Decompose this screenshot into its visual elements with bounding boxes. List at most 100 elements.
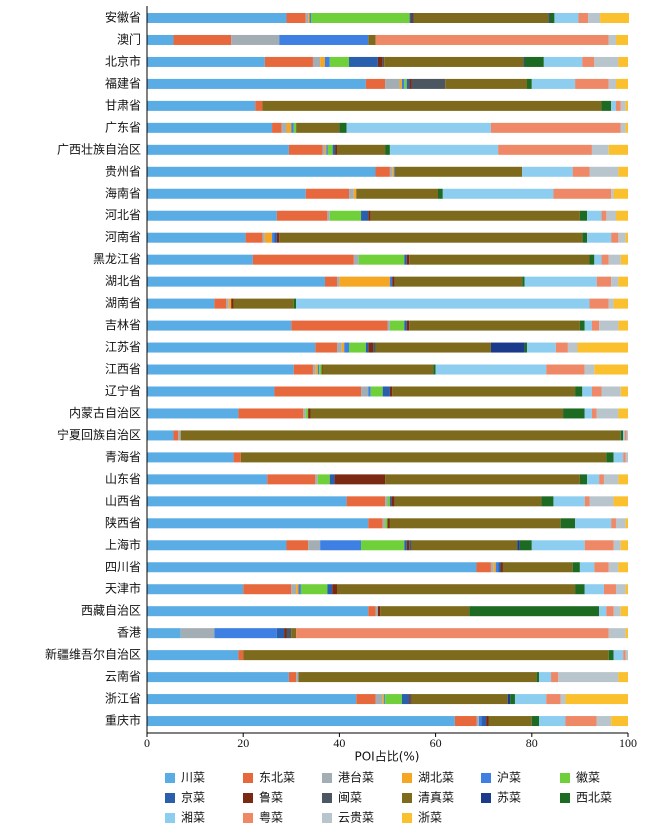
bar-segment: [312, 364, 316, 375]
bar-segment: [618, 320, 628, 331]
bar-segment: [560, 518, 576, 529]
bar-segment: [394, 166, 523, 177]
bar-segment: [625, 232, 628, 243]
bar-segment: [591, 320, 600, 331]
bar-segment: [526, 78, 532, 89]
bar-segment: [623, 650, 626, 661]
bar-segment: [147, 122, 273, 133]
bar-segment: [442, 188, 554, 199]
bar-segment: [147, 100, 256, 111]
y-tick-label: 广东省: [105, 120, 141, 134]
bar-segment: [596, 408, 619, 419]
bar-segment: [500, 562, 503, 573]
legend-swatch: [402, 793, 412, 803]
bar-segment: [279, 34, 369, 45]
bar-segment: [620, 540, 628, 551]
bar-segment: [368, 386, 371, 397]
bar-segment: [469, 606, 600, 617]
bar-segment: [623, 430, 625, 441]
bar-segment: [375, 606, 378, 617]
bar-segment: [387, 320, 390, 331]
bar-segment: [365, 342, 369, 353]
bar-segment: [298, 672, 537, 683]
bar-segment: [311, 13, 410, 23]
bar-segment: [264, 56, 313, 67]
x-tick-label: 60: [430, 736, 442, 750]
bar-segment: [300, 584, 328, 595]
bar-segment: [389, 496, 392, 507]
bar-segment: [584, 320, 592, 331]
bar-segment: [327, 144, 333, 155]
bar-segment: [385, 474, 580, 485]
bar-segment: [611, 716, 628, 727]
bar-segment: [531, 540, 585, 551]
bar-segment: [178, 430, 181, 441]
bar-segment: [409, 540, 412, 551]
bar-segment: [476, 716, 479, 727]
bar-segment: [392, 386, 576, 397]
bar-segment: [389, 518, 561, 529]
bar-segment: [310, 408, 564, 419]
bar-segment: [309, 13, 312, 23]
bar-segment: [317, 364, 320, 375]
bar-segment: [228, 298, 232, 309]
bar-segment: [613, 606, 621, 617]
y-tick-label: 安徽省: [105, 10, 141, 25]
bar-segment: [606, 452, 614, 463]
bar-segment: [618, 166, 628, 177]
bar-segment: [524, 276, 597, 287]
bar-segment: [572, 562, 580, 573]
bar-segment: [608, 628, 626, 639]
bar-segment: [147, 13, 287, 23]
bar-segment: [591, 408, 597, 419]
bar-segment: [291, 320, 388, 331]
bar-segment: [147, 496, 347, 507]
bar-segment: [578, 13, 589, 23]
bar-segment: [147, 540, 287, 551]
bar-segment: [267, 474, 316, 485]
y-tick-label: 陕西省: [105, 515, 141, 530]
bar-segment: [613, 496, 628, 507]
bar-segment: [551, 672, 559, 683]
bar-segment: [625, 628, 628, 639]
bar-segment: [286, 122, 292, 133]
bar-segment: [288, 144, 323, 155]
bar-segment: [392, 276, 395, 287]
bar-segment: [507, 694, 511, 705]
legend-label: 京菜: [181, 791, 205, 805]
bar-segment: [147, 408, 239, 419]
bar-segment: [296, 672, 299, 683]
legend-label: 粤菜: [259, 810, 283, 825]
bar-segment: [615, 78, 628, 89]
bar-segment: [382, 386, 390, 397]
bar-segment: [603, 584, 616, 595]
bar-segment: [327, 584, 333, 595]
bar-segment: [541, 496, 554, 507]
legend-swatch: [322, 793, 332, 803]
bar-segment: [147, 518, 369, 529]
bar-segment: [553, 188, 612, 199]
bar-segment: [214, 298, 227, 309]
bar-segment: [317, 474, 330, 485]
bar-segment: [252, 254, 354, 265]
bar-segment: [623, 452, 626, 463]
bar-segment: [291, 122, 294, 133]
bar-segment: [286, 13, 306, 23]
bar-segment: [326, 144, 328, 155]
bar-segment: [339, 122, 347, 133]
bar-segment: [445, 78, 527, 89]
bar-segment: [214, 628, 277, 639]
bar-segment: [611, 276, 619, 287]
bar-segment: [524, 342, 527, 353]
legend-label: 云贵菜: [338, 811, 374, 825]
y-tick-label: 贵州省: [105, 164, 141, 178]
bar-segment: [262, 232, 265, 243]
bar-segment: [305, 13, 309, 23]
bar-segment: [481, 716, 487, 727]
bar-segment: [596, 276, 612, 287]
bar-segment: [321, 364, 323, 375]
bar-segment: [620, 386, 628, 397]
bar-segment: [613, 650, 624, 661]
bar-segment: [526, 342, 556, 353]
bar-segment: [613, 452, 624, 463]
